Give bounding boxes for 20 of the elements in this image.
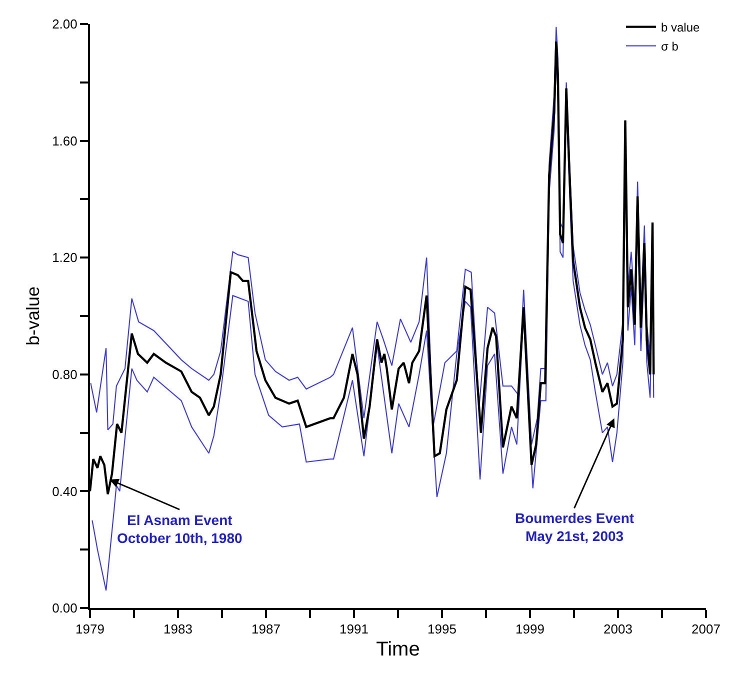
x-tick-label: 2007 [692,622,720,637]
y-tick-label: 2.00 [52,16,78,32]
annotation: Boumerdes Event May 21st, 2003 [515,510,634,544]
y-tick-label: 0.40 [52,484,78,499]
x-axis-title: Time [376,638,420,661]
x-tick-label: 1979 [76,622,104,637]
annotation: El Asnam Event October 10th, 1980 [117,512,242,546]
x-tick-label: 1995 [428,622,456,637]
y-axis-title: b-value [22,286,43,346]
legend-label: b value [661,20,700,34]
y-tick-label: 0.00 [52,600,78,616]
x-tick-label: 2003 [604,622,632,637]
x-tick-label: 1987 [252,622,280,637]
x-tick-label: 1983 [164,622,192,637]
y-tick-label: 0.80 [52,366,78,382]
y-tick-label: 1.60 [52,133,78,148]
x-tick-label: 1999 [516,622,544,637]
legend-label: σ b [661,40,679,54]
x-tick-label: 1991 [340,622,368,637]
y-tick-label: 1.20 [52,250,78,266]
